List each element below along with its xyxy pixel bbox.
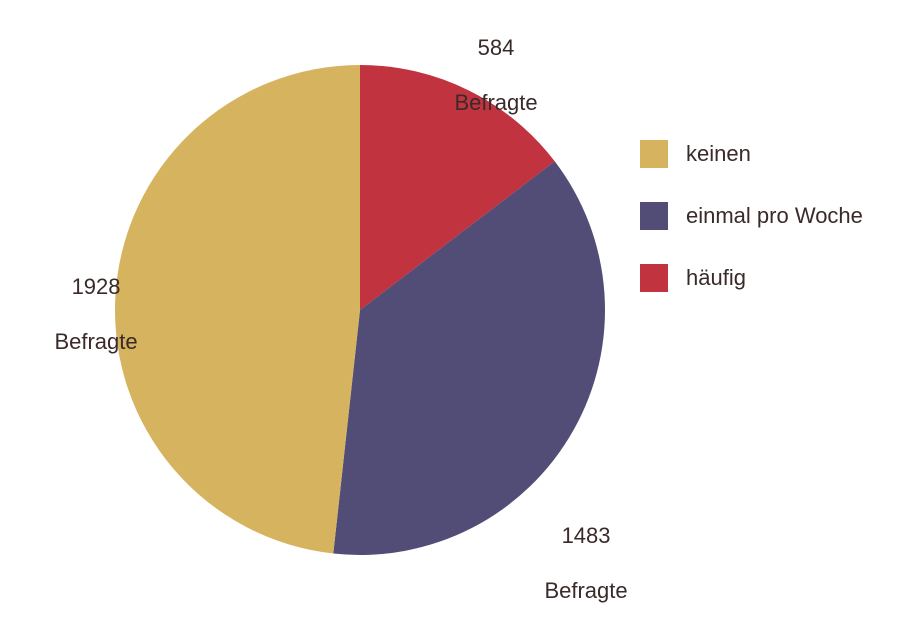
legend: keinen einmal pro Woche häufig: [640, 140, 863, 326]
slice-label: 1483 Befragte: [520, 494, 628, 632]
legend-label: häufig: [686, 265, 746, 291]
slice-label-unit: Befragte: [544, 578, 627, 603]
pie-chart-container: keinen einmal pro Woche häufig 584 Befra…: [0, 0, 900, 600]
pie-slice-keinen: [115, 65, 360, 554]
slice-label-unit: Befragte: [454, 90, 537, 115]
slice-label: 584 Befragte: [430, 6, 538, 144]
legend-label: einmal pro Woche: [686, 203, 863, 229]
legend-swatch: [640, 140, 668, 168]
legend-swatch: [640, 264, 668, 292]
slice-label-value: 584: [478, 35, 515, 60]
legend-item: einmal pro Woche: [640, 202, 863, 230]
slice-label: 1928 Befragte: [30, 245, 138, 383]
legend-swatch: [640, 202, 668, 230]
legend-item: häufig: [640, 264, 863, 292]
slice-label-value: 1928: [72, 274, 121, 299]
legend-label: keinen: [686, 141, 751, 167]
slice-label-value: 1483: [562, 523, 611, 548]
slice-label-unit: Befragte: [54, 329, 137, 354]
legend-item: keinen: [640, 140, 863, 168]
